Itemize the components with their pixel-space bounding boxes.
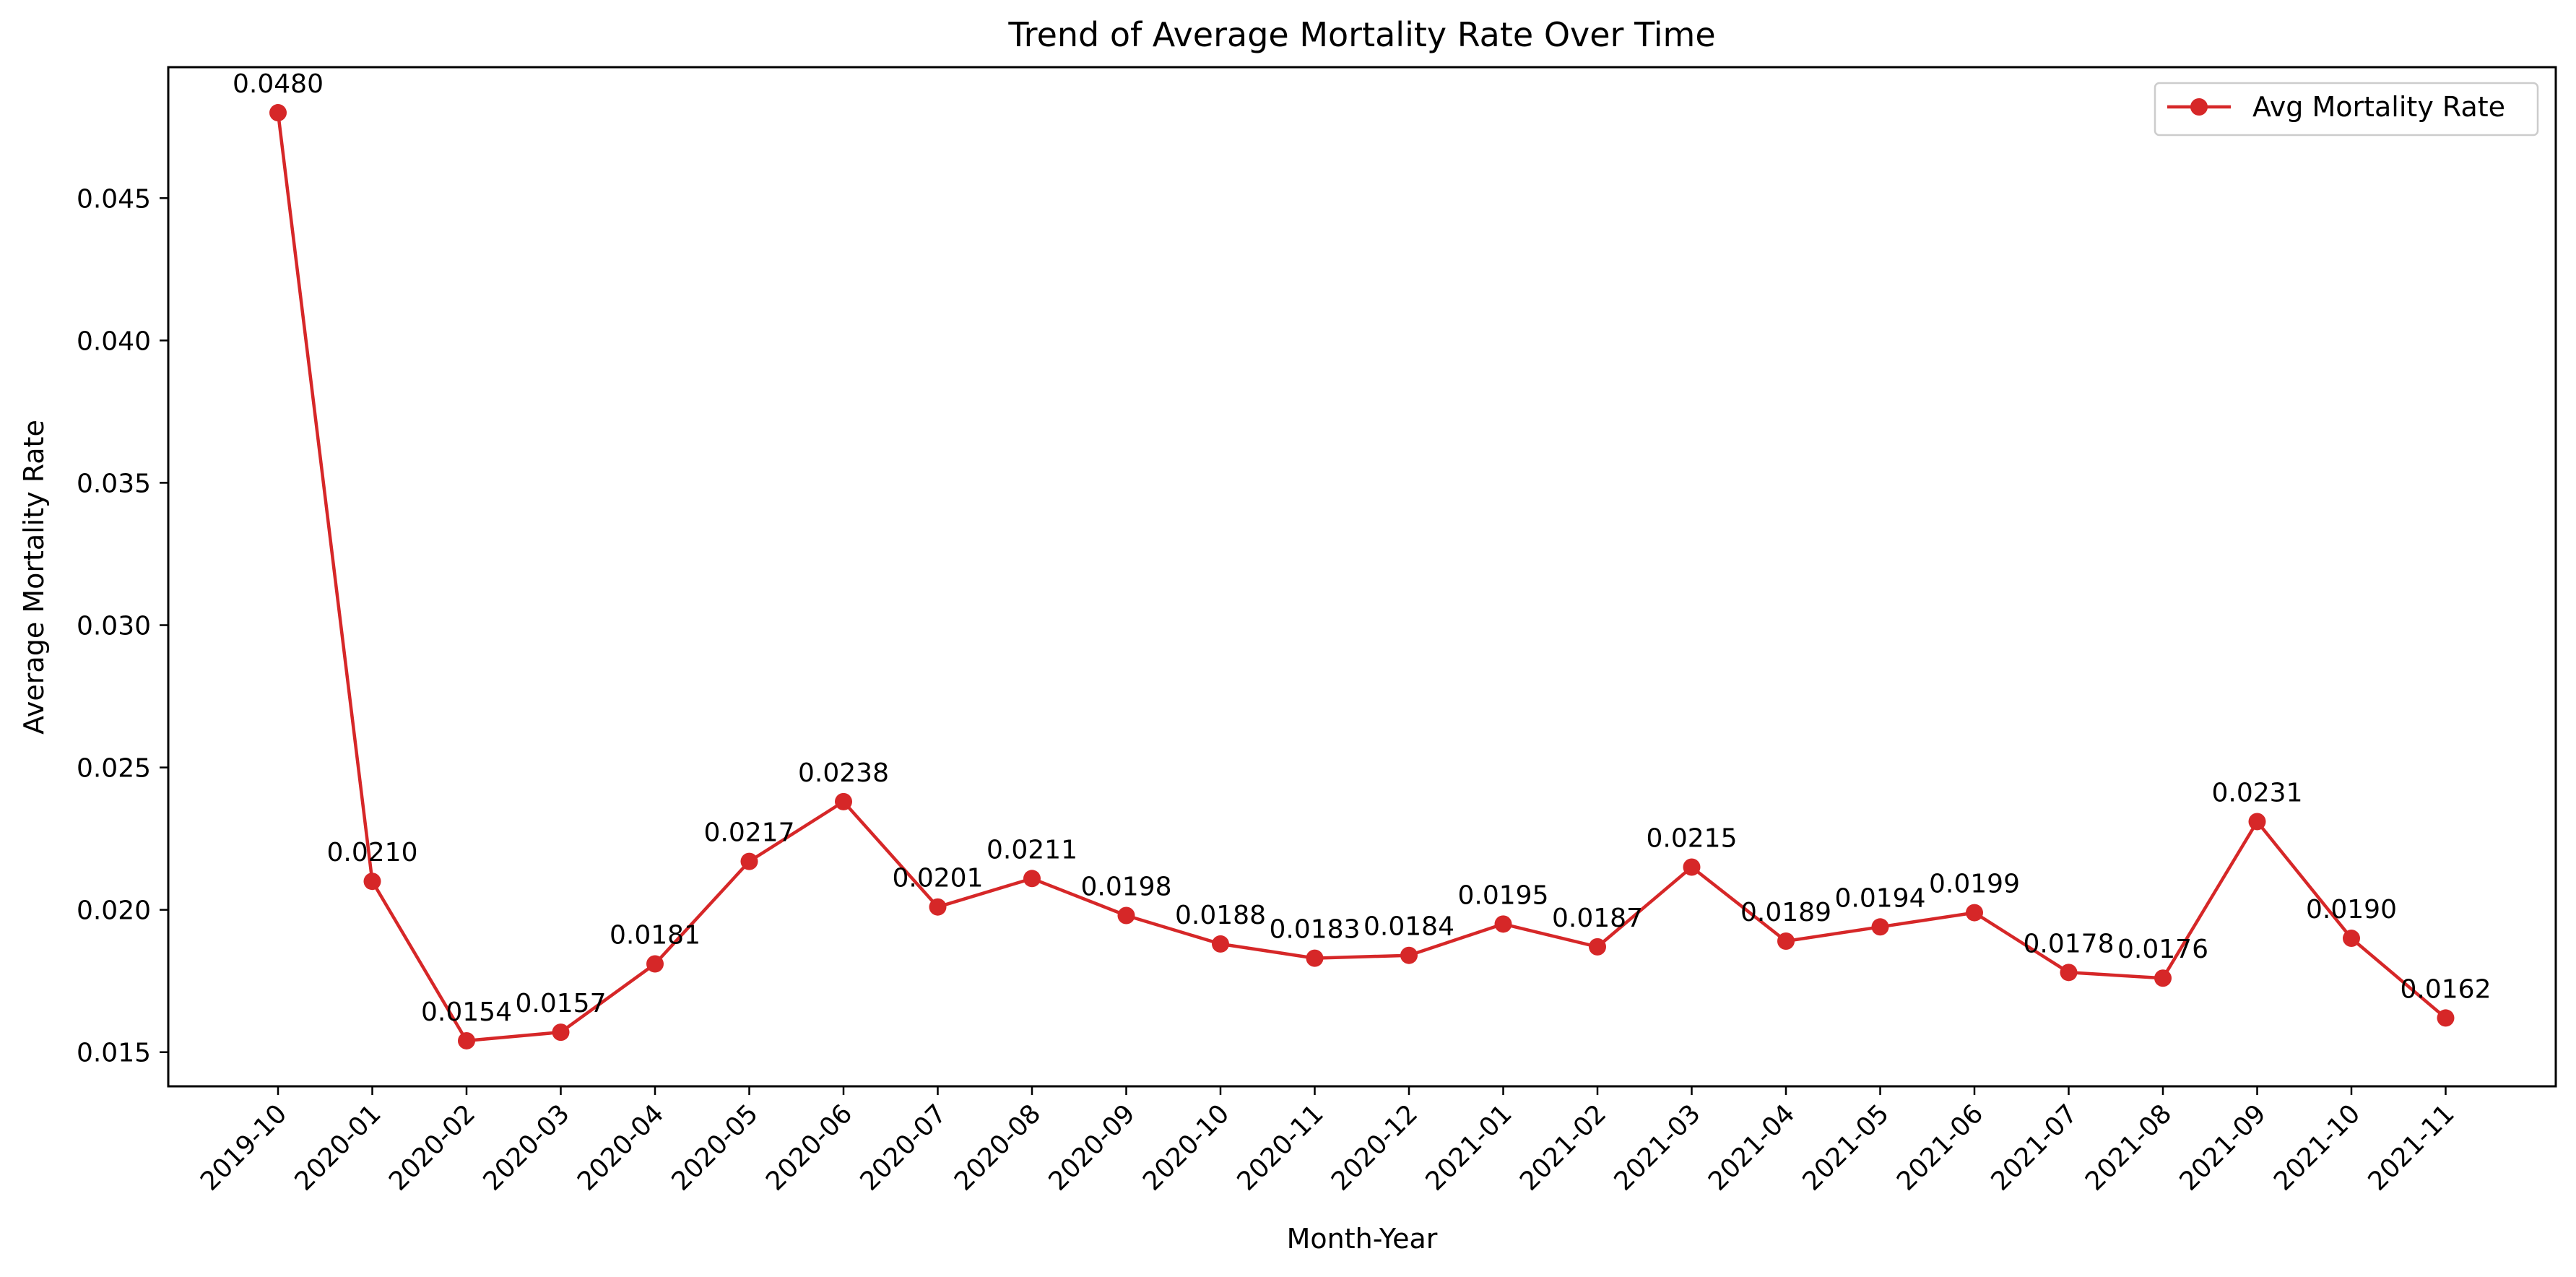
data-label: 0.0181 <box>610 921 701 951</box>
data-label: 0.0217 <box>704 818 795 848</box>
chart-title: Trend of Average Mortality Rate Over Tim… <box>1007 15 1715 54</box>
x-tick-label: 2021-03 <box>1609 1099 1707 1196</box>
data-label: 0.0184 <box>1363 912 1454 942</box>
x-tick-label: 2021-02 <box>1514 1099 1612 1196</box>
plot-area: 0.015 0.020 0.025 0.030 0.035 0.040 0.045 2019-… <box>77 69 2492 1197</box>
x-axis-label: Month-Year <box>1287 1223 1438 1255</box>
x-tick-label: 2021-07 <box>1986 1099 2083 1196</box>
data-point <box>1400 946 1418 964</box>
y-tick-label: 0.020 <box>77 896 151 926</box>
legend-box <box>2154 82 2539 137</box>
x-tick-label: 2020-02 <box>383 1099 481 1196</box>
data-point <box>2437 1009 2455 1027</box>
x-tick-label: 2021-04 <box>1703 1099 1800 1196</box>
y-tick-label: 0.015 <box>77 1039 151 1068</box>
data-point <box>2343 930 2360 948</box>
x-tick-label: 2020-03 <box>478 1099 576 1196</box>
y-axis-label: Average Mortality Rate <box>18 420 50 735</box>
data-label: 0.0194 <box>1835 883 1926 913</box>
data-label: 0.0199 <box>1929 870 2020 899</box>
legend-marker-swatch <box>2190 98 2208 116</box>
data-point <box>1306 949 1324 967</box>
data-point <box>363 873 381 891</box>
data-point <box>2060 964 2078 982</box>
data-label: 0.0183 <box>1270 915 1361 945</box>
data-point <box>929 898 947 916</box>
y-tick-label: 0.035 <box>77 469 151 498</box>
data-point <box>552 1023 570 1042</box>
x-tick-label: 2020-09 <box>1044 1099 1141 1196</box>
x-tick-label: 2020-08 <box>949 1099 1046 1196</box>
data-point <box>1966 904 1983 922</box>
data-label: 0.0198 <box>1081 873 1172 902</box>
data-point <box>835 792 852 810</box>
x-tick-label: 2020-04 <box>572 1099 669 1196</box>
data-label: 0.0189 <box>1740 898 1831 927</box>
x-tick-label: 2020-07 <box>855 1099 953 1196</box>
data-label: 0.0238 <box>798 758 889 788</box>
y-tick-label: 0.030 <box>77 612 151 641</box>
data-point <box>2154 969 2172 987</box>
data-point <box>646 955 664 973</box>
legend: Avg Mortality Rate <box>2154 82 2539 137</box>
x-tick-label: 2021-09 <box>2174 1099 2272 1196</box>
data-label: 0.0210 <box>327 838 418 867</box>
x-tick-label: 2020-01 <box>290 1099 387 1196</box>
x-tick-label: 2020-11 <box>1232 1099 1330 1196</box>
data-label: 0.0215 <box>1647 824 1738 854</box>
data-point <box>1871 918 1889 936</box>
data-point <box>1023 870 1041 888</box>
x-tick-label: 2020-12 <box>1326 1099 1423 1196</box>
x-tick-label: 2021-10 <box>2268 1099 2366 1196</box>
x-tick-label: 2021-06 <box>1891 1099 1989 1196</box>
data-label: 0.0162 <box>2401 974 2492 1004</box>
data-label: 0.0188 <box>1175 901 1266 930</box>
data-point <box>1117 906 1135 925</box>
x-tick-label: 2021-05 <box>1797 1099 1895 1196</box>
data-label: 0.0157 <box>516 989 607 1018</box>
y-tick-label: 0.025 <box>77 754 151 784</box>
data-label: 0.0195 <box>1458 880 1549 910</box>
legend-series-label: Avg Mortality Rate <box>2252 91 2505 123</box>
data-label: 0.0154 <box>421 997 512 1027</box>
data-label: 0.0187 <box>1552 904 1643 933</box>
data-point <box>1683 858 1701 876</box>
x-tick-label: 2020-05 <box>667 1099 764 1196</box>
data-label: 0.0178 <box>2024 929 2115 958</box>
data-point <box>2248 813 2266 831</box>
x-tick-label: 2019-10 <box>195 1099 292 1196</box>
data-point <box>1212 935 1229 953</box>
plot-frame <box>167 66 2557 1088</box>
x-tick-label: 2020-06 <box>760 1099 858 1196</box>
data-point <box>740 852 758 870</box>
x-tick-label: 2021-01 <box>1421 1099 1518 1196</box>
x-tick-label: 2021-08 <box>2080 1099 2177 1196</box>
data-point <box>269 104 287 122</box>
data-point <box>1494 915 1512 933</box>
data-point <box>1777 932 1795 950</box>
x-tick-label: 2020-10 <box>1137 1099 1235 1196</box>
y-tick-label: 0.045 <box>77 184 151 214</box>
data-label: 0.0176 <box>2117 935 2208 964</box>
data-point <box>1589 938 1606 956</box>
data-label: 0.0190 <box>2306 895 2397 925</box>
data-label: 0.0201 <box>893 864 984 893</box>
y-tick-label: 0.040 <box>77 326 151 356</box>
data-label: 0.0211 <box>986 835 1077 865</box>
x-tick-label: 2021-11 <box>2363 1099 2460 1196</box>
series-line <box>276 112 2447 1043</box>
data-label: 0.0231 <box>2212 778 2303 808</box>
data-point <box>458 1031 475 1049</box>
data-label: 0.0480 <box>233 69 324 99</box>
